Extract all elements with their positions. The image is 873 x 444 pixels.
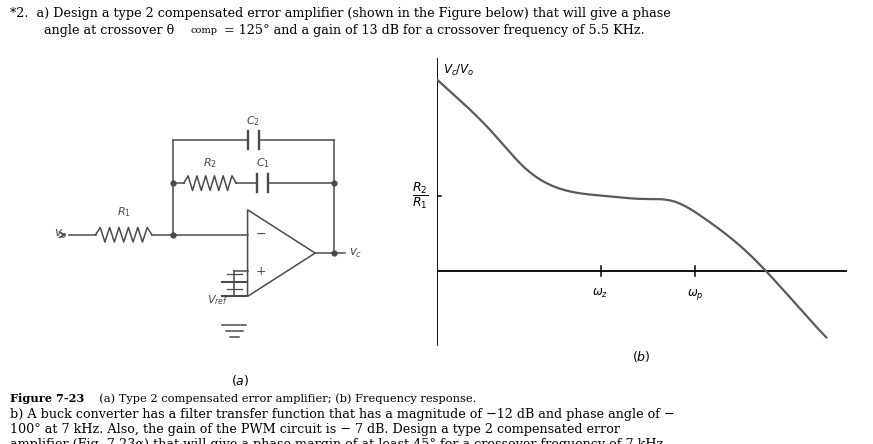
Text: $v_c$: $v_c$ bbox=[349, 246, 362, 260]
Text: Figure 7-23: Figure 7-23 bbox=[10, 393, 85, 404]
Text: (a) Type 2 compensated error amplifier; (b) Frequency response.: (a) Type 2 compensated error amplifier; … bbox=[92, 393, 476, 404]
Text: $(b)$: $(b)$ bbox=[632, 349, 651, 364]
Text: comp: comp bbox=[190, 26, 217, 35]
Text: $V_{ref}$: $V_{ref}$ bbox=[208, 293, 229, 307]
Text: *2.  a) Design a type 2 compensated error amplifier (shown in the Figure below) : *2. a) Design a type 2 compensated error… bbox=[10, 7, 671, 20]
Text: amplifier (Fig. 7-23α) that will give a phase margin of at least 45° for a cross: amplifier (Fig. 7-23α) that will give a … bbox=[10, 438, 668, 444]
Text: $\omega_p$: $\omega_p$ bbox=[687, 287, 704, 302]
Text: angle at crossover θ: angle at crossover θ bbox=[44, 24, 174, 37]
Text: b) A buck converter has a filter transfer function that has a magnitude of −12 d: b) A buck converter has a filter transfe… bbox=[10, 408, 675, 421]
Text: 100° at 7 kHz. Also, the gain of the PWM circuit is − 7 dB. Design a type 2 comp: 100° at 7 kHz. Also, the gain of the PWM… bbox=[10, 423, 621, 436]
Text: $v_o$: $v_o$ bbox=[54, 228, 68, 242]
Text: −: − bbox=[256, 228, 266, 241]
Text: $R_2$: $R_2$ bbox=[203, 156, 217, 170]
Text: $V_c/V_o$: $V_c/V_o$ bbox=[443, 63, 474, 78]
Text: $\omega_z$: $\omega_z$ bbox=[593, 287, 608, 300]
Text: = 125° and a gain of 13 dB for a crossover frequency of 5.5 KHz.: = 125° and a gain of 13 dB for a crossov… bbox=[224, 24, 645, 37]
Text: $(a)$: $(a)$ bbox=[230, 373, 250, 388]
Text: $C_1$: $C_1$ bbox=[256, 156, 270, 170]
Text: +: + bbox=[256, 265, 266, 278]
Text: $C_2$: $C_2$ bbox=[246, 115, 260, 128]
Text: $R_1$: $R_1$ bbox=[117, 205, 131, 219]
Text: $\dfrac{R_2}{R_1}$: $\dfrac{R_2}{R_1}$ bbox=[412, 181, 429, 211]
